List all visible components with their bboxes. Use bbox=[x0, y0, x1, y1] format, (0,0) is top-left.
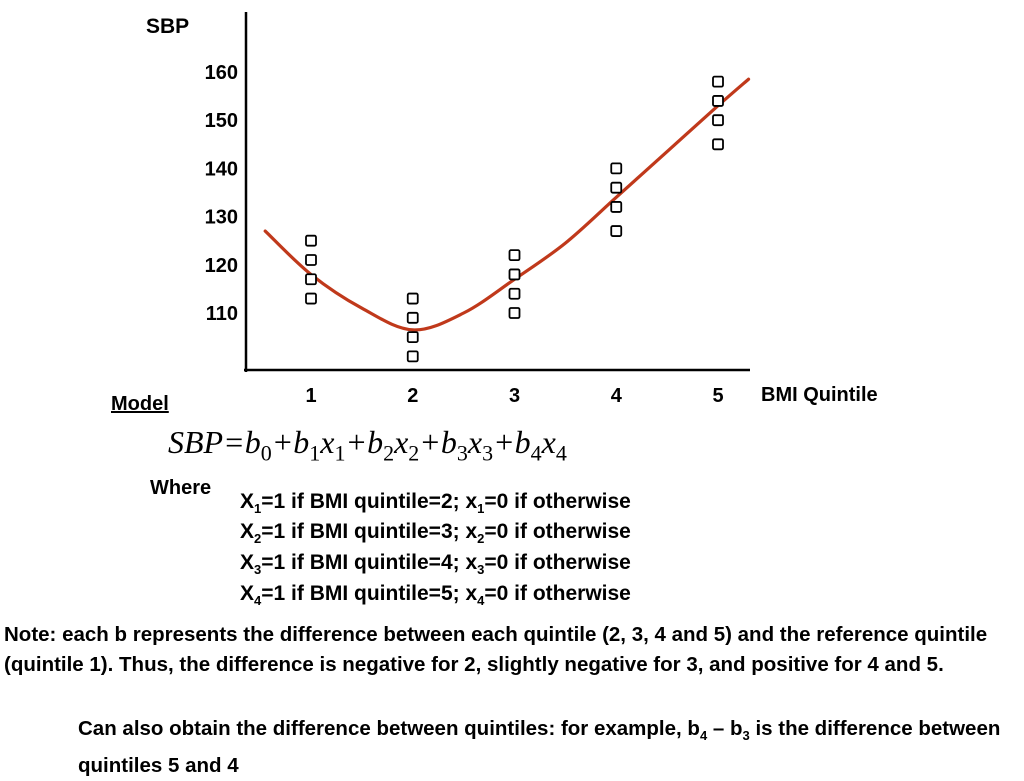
data-point bbox=[712, 138, 724, 151]
y-tick-label: 130 bbox=[205, 207, 238, 229]
data-point bbox=[508, 287, 521, 300]
data-point bbox=[610, 225, 623, 237]
x-tick-labels: 1 2 3 4 5 bbox=[305, 385, 723, 407]
x-tick-label: 5 bbox=[712, 385, 723, 407]
definition-line: X1=1 if BMI quintile=2; x1=0 if otherwis… bbox=[240, 490, 631, 517]
x-tick-label: 2 bbox=[407, 385, 418, 407]
data-point bbox=[305, 292, 317, 305]
where-label: Where bbox=[150, 477, 212, 499]
y-tick-label: 120 bbox=[205, 255, 238, 277]
data-point bbox=[305, 273, 317, 286]
y-tick-label: 140 bbox=[205, 158, 238, 180]
definition-line: X4=1 if BMI quintile=5; x4=0 if otherwis… bbox=[240, 582, 631, 609]
data-point bbox=[610, 162, 623, 175]
model-equation: SBP=b0+b1x1+b2x2+b3x3+b4x4 bbox=[168, 424, 567, 466]
data-points bbox=[305, 75, 724, 363]
data-point bbox=[406, 311, 419, 324]
x-axis-label: BMI Quintile bbox=[761, 384, 878, 406]
data-point bbox=[712, 95, 724, 107]
y-tick-labels: 110 120 130 140 150 160 bbox=[205, 62, 238, 325]
data-point bbox=[610, 201, 623, 213]
y-tick-label: 150 bbox=[205, 110, 238, 132]
x-tick-label: 4 bbox=[611, 385, 623, 407]
note-paragraph: Note: each b represents the difference b… bbox=[4, 623, 988, 676]
data-point bbox=[406, 331, 419, 344]
data-point bbox=[305, 234, 317, 247]
x-tick-label: 3 bbox=[509, 385, 520, 407]
data-point bbox=[610, 181, 623, 194]
y-tick-label: 160 bbox=[205, 62, 238, 84]
data-point bbox=[712, 75, 724, 88]
note-difference-paragraph: Can also obtain the difference between q… bbox=[78, 717, 1001, 778]
x-tick-label: 1 bbox=[305, 385, 316, 407]
definition-line: X3=1 if BMI quintile=4; x3=0 if otherwis… bbox=[240, 551, 631, 578]
data-point bbox=[712, 114, 724, 127]
model-label: Model bbox=[111, 393, 169, 415]
data-point bbox=[508, 249, 521, 262]
data-point bbox=[305, 254, 317, 266]
definition-line: X2=1 if BMI quintile=3; x2=0 if otherwis… bbox=[240, 520, 631, 547]
data-point bbox=[406, 350, 419, 363]
data-point bbox=[406, 292, 419, 305]
data-point bbox=[508, 307, 521, 319]
fit-curve bbox=[263, 77, 751, 332]
data-point bbox=[508, 268, 521, 281]
y-axis-label: SBP bbox=[146, 15, 189, 38]
y-tick-label: 110 bbox=[206, 303, 238, 325]
sbp-bmi-chart: SBP BMI Quintile 110 120 130 140 150 160 1 2 3 4… bbox=[146, 12, 878, 407]
